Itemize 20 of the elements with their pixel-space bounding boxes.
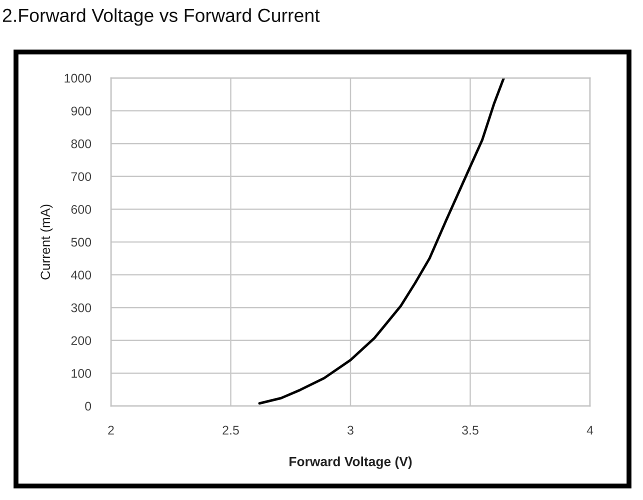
y-tick-label: 0 xyxy=(85,402,92,411)
y-tick-label: 800 xyxy=(71,139,92,148)
y-tick-label: 300 xyxy=(71,303,92,312)
y-tick-label: 600 xyxy=(71,205,92,214)
line-series xyxy=(258,78,506,405)
y-tick-label: 200 xyxy=(71,336,92,346)
y-tick-label: 700 xyxy=(71,172,92,182)
y-tick-label: 500 xyxy=(71,238,92,247)
y-tick-label: 400 xyxy=(70,270,92,280)
y-tick-label: 1000 xyxy=(64,74,92,83)
chart-title: 2.Forward Voltage vs Forward Current xyxy=(2,8,320,26)
x-tick-label: 3 xyxy=(348,426,354,435)
y-tick-label: 100 xyxy=(72,369,92,378)
x-tick-label: 2 xyxy=(108,426,114,435)
y-tick-label: 900 xyxy=(71,106,92,116)
x-axis-title: Forward Voltage (V) xyxy=(290,456,412,469)
x-tick-label: 2.5 xyxy=(222,426,239,435)
x-tick-label: 3.5 xyxy=(462,426,478,435)
x-tick-label: 4 xyxy=(586,426,594,435)
y-axis-title: Current (mA) xyxy=(40,204,53,280)
